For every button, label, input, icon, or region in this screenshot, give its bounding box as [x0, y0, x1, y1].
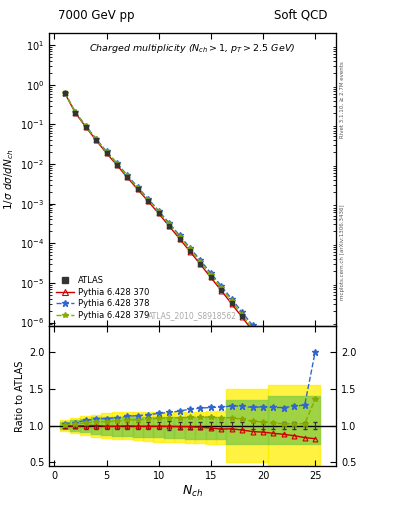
Text: Charged multiplicity ($N_{ch}>1$, $p_T>2.5$ GeV): Charged multiplicity ($N_{ch}>1$, $p_T>2…: [89, 42, 296, 55]
Text: Rivet 3.1.10, ≥ 2.7M events: Rivet 3.1.10, ≥ 2.7M events: [340, 61, 345, 138]
Text: Soft QCD: Soft QCD: [274, 9, 327, 22]
Y-axis label: Ratio to ATLAS: Ratio to ATLAS: [15, 360, 25, 432]
X-axis label: $N_{ch}$: $N_{ch}$: [182, 483, 203, 499]
Y-axis label: $1/\sigma\ d\sigma/dN_{ch}$: $1/\sigma\ d\sigma/dN_{ch}$: [2, 149, 16, 210]
Text: ATLAS_2010_S8918562: ATLAS_2010_S8918562: [148, 311, 237, 321]
Text: 7000 GeV pp: 7000 GeV pp: [58, 9, 134, 22]
Legend: ATLAS, Pythia 6.428 370, Pythia 6.428 378, Pythia 6.428 379: ATLAS, Pythia 6.428 370, Pythia 6.428 37…: [53, 274, 152, 322]
Text: mcplots.cern.ch [arXiv:1306.3436]: mcplots.cern.ch [arXiv:1306.3436]: [340, 205, 345, 301]
